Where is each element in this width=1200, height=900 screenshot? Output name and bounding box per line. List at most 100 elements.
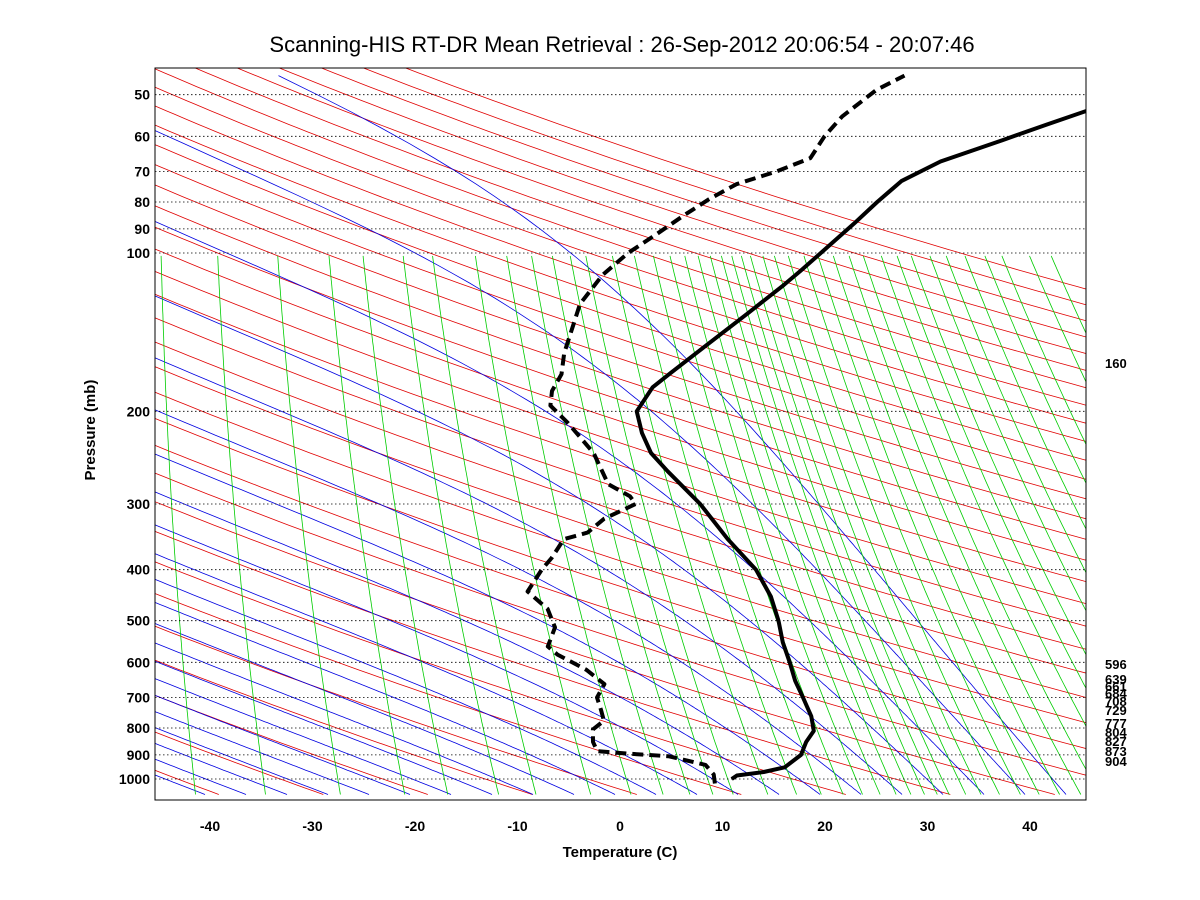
mixing-ratio-line xyxy=(880,255,1086,727)
mixing-ratio-line xyxy=(506,255,632,795)
y-tick-label: 100 xyxy=(127,245,151,261)
level-label: 708 xyxy=(1105,694,1127,709)
x-tick-label: -30 xyxy=(302,818,322,834)
y-tick-label: 900 xyxy=(127,747,151,763)
background-lines xyxy=(155,68,1086,795)
dry-adiabat-line xyxy=(155,530,951,795)
x-axis-label: Temperature (C) xyxy=(563,844,678,861)
y-tick-label: 700 xyxy=(127,690,151,706)
dry-adiabat-line xyxy=(155,270,1086,583)
mixing-ratio-line xyxy=(362,255,449,795)
dry-adiabat-line xyxy=(155,472,1086,776)
x-tick-label: 30 xyxy=(920,818,936,834)
y-tick-label: 800 xyxy=(127,720,151,736)
mixing-ratio-line xyxy=(160,255,196,795)
y-tick-label: 600 xyxy=(127,654,151,670)
x-tick-labels: -40 -30 -20 -10 0 10 20 30 40 xyxy=(200,818,1038,834)
level-label: 729 xyxy=(1105,703,1127,718)
x-tick-label: 10 xyxy=(715,818,731,834)
chart-title: Scanning-HIS RT-DR Mean Retrieval : 26-S… xyxy=(269,32,974,57)
y-tick-label: 400 xyxy=(127,562,151,578)
dry-adiabat-line xyxy=(362,68,1086,306)
dry-adiabat-line xyxy=(155,184,1086,500)
dry-adiabat-line xyxy=(155,593,742,795)
dry-adiabat-line xyxy=(155,561,846,795)
dry-adiabat-line xyxy=(155,248,1086,561)
moist-adiabat-line xyxy=(155,295,944,795)
dry-adiabat-line xyxy=(236,68,1086,354)
dry-adiabat-line xyxy=(155,444,1086,749)
mixing-ratio-line xyxy=(721,255,912,795)
moist-adiabat-line xyxy=(155,491,780,795)
mixing-ratio-line xyxy=(612,255,769,795)
x-tick-label: 0 xyxy=(616,818,624,834)
dry-adiabat-line xyxy=(320,68,1086,322)
mixing-ratio-line xyxy=(328,255,406,795)
dry-adiabat-line xyxy=(194,68,1086,371)
dry-adiabat-line xyxy=(155,124,1086,442)
level-label: 804 xyxy=(1105,725,1127,740)
mixing-ratio-line xyxy=(697,255,881,795)
moist-adiabat-line xyxy=(155,711,370,795)
mixing-ratio-line xyxy=(929,255,1086,612)
dry-adiabat-line xyxy=(155,144,1086,461)
dry-adiabat-line xyxy=(155,293,1086,605)
mixing-ratio-line xyxy=(709,255,897,795)
dry-adiabat-line xyxy=(155,659,533,795)
moist-adiabat-line xyxy=(155,578,657,795)
mixing-ratio-line xyxy=(862,255,1086,771)
mixing-ratio-line xyxy=(787,255,1000,795)
x-tick-label: 20 xyxy=(817,818,833,834)
x-tick-label: -40 xyxy=(200,818,220,834)
mixing-ratio-line xyxy=(475,255,592,795)
mixing-ratio-line xyxy=(634,255,797,795)
y-tick-label: 500 xyxy=(127,613,151,629)
mixing-ratio-line xyxy=(741,255,938,795)
level-label: 777 xyxy=(1105,716,1127,731)
moist-adiabat-line xyxy=(155,453,821,795)
level-label: 596 xyxy=(1105,657,1127,672)
mixing-ratio-line xyxy=(585,255,734,795)
dry-adiabat-line xyxy=(155,164,1086,480)
plot-frame xyxy=(154,67,1087,801)
mixing-ratio-line xyxy=(277,255,341,795)
dry-adiabat-line xyxy=(155,417,1086,724)
moist-adiabat-line xyxy=(155,601,616,795)
mixing-ratio-line xyxy=(552,255,691,795)
mixing-ratio-line xyxy=(964,255,1086,530)
dry-adiabat-line xyxy=(404,68,1086,290)
mixing-ratio-line xyxy=(762,255,967,795)
mixing-ratio-line xyxy=(896,255,1086,690)
y-axis-label: Pressure (mb) xyxy=(82,380,99,481)
y-tick-label: 90 xyxy=(134,221,150,237)
moist-adiabat-line xyxy=(155,642,534,795)
mixing-ratio-line xyxy=(1001,255,1086,446)
level-label: 904 xyxy=(1105,754,1127,769)
level-label: 661 xyxy=(1105,679,1127,694)
y-tick-label: 300 xyxy=(127,496,151,512)
mixing-ratio-line xyxy=(774,255,982,795)
mixing-ratio-line xyxy=(848,255,1082,795)
dry-adiabat-line xyxy=(155,317,1086,627)
mixing-ratio-line xyxy=(803,255,1021,795)
pressure-gridlines xyxy=(155,94,1086,780)
level-label: 827 xyxy=(1105,734,1127,749)
dry-adiabat-line xyxy=(155,105,1086,424)
dry-adiabat-line xyxy=(155,391,1086,698)
mixing-ratio-line xyxy=(731,255,925,795)
dry-adiabat-line xyxy=(278,68,1086,338)
x-tick-label: -20 xyxy=(405,818,425,834)
mixing-ratio-line xyxy=(832,255,1060,795)
mixing-ratio-line xyxy=(217,255,266,795)
y-tick-label: 50 xyxy=(134,87,150,103)
level-label: 873 xyxy=(1105,744,1127,759)
dry-adiabat-line xyxy=(155,86,1086,406)
y-tick-label: 1000 xyxy=(119,771,150,787)
mixing-ratio-line xyxy=(910,255,1086,656)
level-label: 639 xyxy=(1105,672,1127,687)
dry-adiabat-line xyxy=(155,68,1086,389)
moist-adiabat-line xyxy=(155,660,493,795)
mixing-ratio-line xyxy=(569,255,714,795)
mixing-ratio-line xyxy=(432,255,537,795)
